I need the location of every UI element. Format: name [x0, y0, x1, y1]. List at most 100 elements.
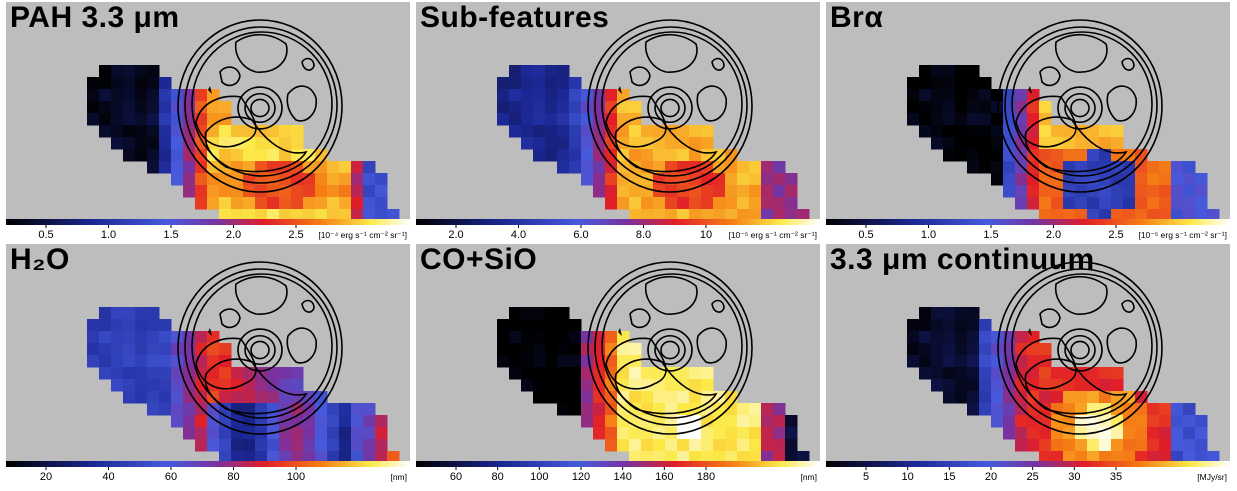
map-pixel: [641, 451, 654, 462]
contour-lines: [997, 19, 1163, 193]
map-pixel: [291, 185, 304, 198]
map-pixel: [219, 439, 232, 452]
map-pixel: [653, 137, 666, 150]
map-pixel: [919, 113, 932, 126]
map-pixel: [147, 355, 160, 368]
map-pixel: [111, 101, 124, 114]
map-pixel: [979, 149, 992, 162]
map-pixel: [919, 125, 932, 138]
map-pixel: [725, 161, 738, 174]
map-pixel: [1135, 403, 1148, 416]
map-pixel: [943, 343, 956, 356]
map-pixel: [375, 415, 388, 428]
map-pixel: [87, 331, 100, 344]
map-pixel: [207, 343, 220, 356]
map-pixel: [1111, 367, 1124, 380]
map-pixel: [279, 439, 292, 452]
map-pixel: [545, 379, 558, 392]
map-pixel: [569, 77, 582, 90]
map-pixel: [701, 391, 714, 404]
map-pixel: [617, 343, 630, 356]
map-pixel: [243, 149, 256, 162]
map-pixel: [1051, 391, 1064, 404]
map-pixel: [931, 379, 944, 392]
map-sub-features: [416, 2, 820, 220]
map-pixel: [797, 209, 810, 220]
colorbar-unit-label: [nm]: [800, 472, 817, 482]
map-pixel: [919, 343, 932, 356]
map-pixel: [99, 101, 112, 114]
map-pixel: [87, 343, 100, 356]
colorbar-tick-label: 2.5: [1108, 229, 1123, 241]
map-pixel: [919, 77, 932, 90]
map-pixel: [1027, 113, 1040, 126]
map-pixel: [195, 403, 208, 416]
colorbar-tick-label: 80: [227, 471, 239, 483]
map-pixel: [991, 415, 1004, 428]
map-pixel: [617, 197, 630, 210]
map-pixel: [1063, 403, 1076, 416]
contour-inner: [629, 66, 651, 87]
map-pixel: [545, 149, 558, 162]
map-pixel: [135, 89, 148, 102]
map-pixel: [303, 209, 316, 220]
map-pixel: [1147, 197, 1160, 210]
map-pixel: [327, 439, 340, 452]
map-pixel: [363, 415, 376, 428]
map-pixel: [315, 427, 328, 440]
map-pixel: [1159, 427, 1172, 440]
map-pixel: [761, 427, 774, 440]
map-pixel: [1063, 439, 1076, 452]
map-pixel: [111, 367, 124, 380]
map-pixel: [581, 113, 594, 126]
contour-outer-ring: [184, 268, 338, 426]
colorbar-unit-label: [10⁻⁵ erg s⁻¹ cm⁻² sr⁻¹]: [1138, 230, 1227, 240]
colorbar-tick-label: 6.0: [573, 229, 588, 241]
map-pixel: [907, 331, 920, 344]
map-pixel: [689, 125, 702, 138]
map-pixel: [725, 415, 738, 428]
map-pixel: [509, 367, 522, 380]
map-pixel: [773, 209, 786, 220]
map-pixel: [99, 113, 112, 126]
map-pixel: [509, 125, 522, 138]
contour-inner: [1106, 327, 1137, 364]
map-pixel: [123, 77, 136, 90]
map-pixel: [785, 427, 798, 440]
map-pixel: [617, 367, 630, 380]
map-pixel: [1075, 149, 1088, 162]
map-pixel: [545, 391, 558, 404]
map-pixel: [363, 161, 376, 174]
contour-inner: [629, 308, 651, 329]
map-pixel: [1147, 403, 1160, 416]
map-pixel: [569, 367, 582, 380]
map-pixel: [1099, 439, 1112, 452]
map-pixel: [533, 391, 546, 404]
map-pixel: [1135, 439, 1148, 452]
map-pixel: [255, 439, 268, 452]
contour-inner: [711, 57, 725, 71]
marker-point: [208, 86, 212, 94]
map-pixel: [159, 161, 172, 174]
map-pixel: [1027, 125, 1040, 138]
map-pixel: [943, 137, 956, 150]
map-pixel: [1051, 439, 1064, 452]
map-pixel: [147, 403, 160, 416]
map-pixel: [1159, 185, 1172, 198]
map-pixel: [171, 415, 184, 428]
map-pixel: [737, 415, 750, 428]
map-pixel: [1099, 451, 1112, 462]
map-pixel: [159, 379, 172, 392]
map-pixel: [171, 331, 184, 344]
map-pixel: [195, 173, 208, 186]
map-pixel: [1015, 427, 1028, 440]
map-pixel: [967, 355, 980, 368]
map-pixel: [797, 451, 810, 462]
map-pixel: [195, 149, 208, 162]
map-pixel: [363, 427, 376, 440]
map-pixel: [363, 439, 376, 452]
contour-outer-ring: [1011, 273, 1153, 419]
map-pixel: [557, 391, 570, 404]
map-pixel: [1027, 173, 1040, 186]
map-pixel: [545, 355, 558, 368]
